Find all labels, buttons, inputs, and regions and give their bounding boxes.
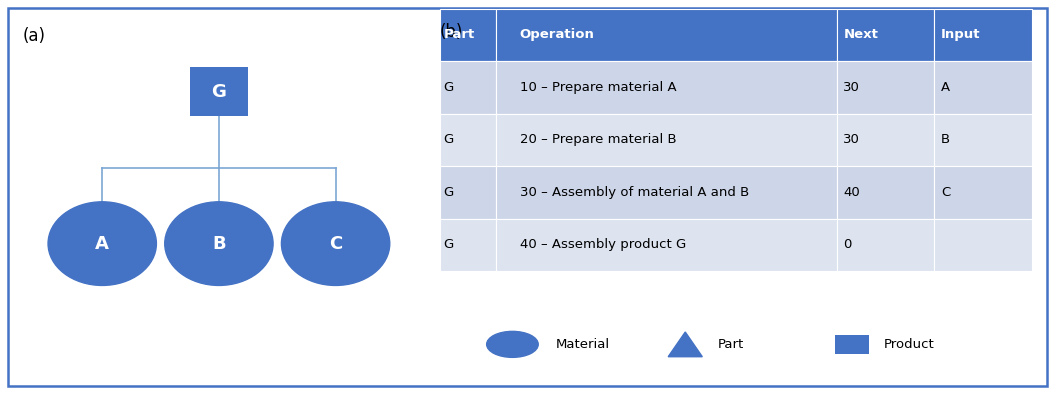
Text: G: G xyxy=(211,82,227,101)
Text: 40: 40 xyxy=(843,186,860,199)
Text: (a): (a) xyxy=(23,27,46,45)
Ellipse shape xyxy=(282,202,389,286)
Text: 30: 30 xyxy=(843,81,860,94)
Text: Material: Material xyxy=(556,338,610,351)
Text: B: B xyxy=(941,133,951,147)
Text: Input: Input xyxy=(941,29,981,42)
FancyBboxPatch shape xyxy=(496,219,837,271)
FancyBboxPatch shape xyxy=(935,219,1032,271)
Text: C: C xyxy=(941,186,951,199)
FancyBboxPatch shape xyxy=(935,61,1032,114)
FancyBboxPatch shape xyxy=(440,61,496,114)
Text: G: G xyxy=(443,238,454,251)
FancyBboxPatch shape xyxy=(496,114,837,166)
Text: G: G xyxy=(443,81,454,94)
FancyBboxPatch shape xyxy=(496,61,837,114)
Text: Part: Part xyxy=(717,338,744,351)
FancyBboxPatch shape xyxy=(837,61,935,114)
Text: Product: Product xyxy=(884,338,935,351)
FancyBboxPatch shape xyxy=(190,67,248,116)
FancyBboxPatch shape xyxy=(440,114,496,166)
Text: 0: 0 xyxy=(843,238,851,251)
Text: B: B xyxy=(212,234,226,253)
FancyBboxPatch shape xyxy=(496,9,837,61)
Text: Operation: Operation xyxy=(520,29,595,42)
FancyBboxPatch shape xyxy=(837,114,935,166)
FancyBboxPatch shape xyxy=(835,335,868,354)
Text: 30: 30 xyxy=(843,133,860,147)
Text: C: C xyxy=(329,234,342,253)
FancyBboxPatch shape xyxy=(440,9,496,61)
Text: Part: Part xyxy=(443,29,475,42)
FancyBboxPatch shape xyxy=(935,166,1032,219)
Text: G: G xyxy=(443,133,454,147)
Text: 30 – Assembly of material A and B: 30 – Assembly of material A and B xyxy=(520,186,749,199)
FancyBboxPatch shape xyxy=(935,114,1032,166)
Text: A: A xyxy=(95,234,109,253)
Ellipse shape xyxy=(165,202,273,286)
Text: 20 – Prepare material B: 20 – Prepare material B xyxy=(520,133,676,147)
Text: (b): (b) xyxy=(440,23,463,41)
FancyBboxPatch shape xyxy=(440,166,496,219)
Text: Next: Next xyxy=(843,29,879,42)
Ellipse shape xyxy=(486,331,538,357)
FancyBboxPatch shape xyxy=(837,9,935,61)
FancyBboxPatch shape xyxy=(496,166,837,219)
Polygon shape xyxy=(668,332,703,357)
Text: 40 – Assembly product G: 40 – Assembly product G xyxy=(520,238,686,251)
Text: 10 – Prepare material A: 10 – Prepare material A xyxy=(520,81,676,94)
FancyBboxPatch shape xyxy=(837,166,935,219)
Text: G: G xyxy=(443,186,454,199)
FancyBboxPatch shape xyxy=(837,219,935,271)
Text: A: A xyxy=(941,81,951,94)
Ellipse shape xyxy=(49,202,156,286)
FancyBboxPatch shape xyxy=(935,9,1032,61)
FancyBboxPatch shape xyxy=(440,219,496,271)
